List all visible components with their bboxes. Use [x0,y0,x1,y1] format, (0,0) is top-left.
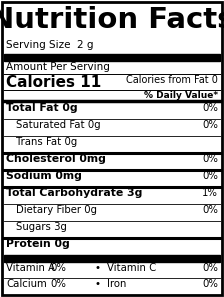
Text: Vitamin C: Vitamin C [107,263,156,273]
Text: 0%: 0% [202,103,218,113]
Text: 1%: 1% [202,188,218,198]
Text: Total Carbohydrate 3g: Total Carbohydrate 3g [6,188,142,198]
Text: Calories 11: Calories 11 [6,75,101,90]
Text: Calories from Fat 0: Calories from Fat 0 [126,75,218,85]
Text: Total Fat 0g: Total Fat 0g [6,103,78,113]
Text: 0%: 0% [202,279,218,289]
Text: Sodium 0mg: Sodium 0mg [6,171,82,181]
Text: Trans Fat 0g: Trans Fat 0g [16,137,77,147]
Text: Dietary Fiber 0g: Dietary Fiber 0g [16,205,97,215]
Text: 0%: 0% [202,171,218,181]
Text: •: • [94,279,100,289]
Text: 0%: 0% [50,263,66,273]
Text: Protein 0g: Protein 0g [6,239,70,249]
Text: % Daily Value*: % Daily Value* [144,91,218,100]
Text: 0%: 0% [202,154,218,164]
Text: 0%: 0% [50,279,66,289]
Text: Cholesterol 0mg: Cholesterol 0mg [6,154,106,164]
Text: Iron: Iron [107,279,126,289]
Text: Amount Per Serving: Amount Per Serving [6,62,110,72]
Bar [4,255,220,262]
Text: •: • [94,263,100,273]
Text: Sugars 3g: Sugars 3g [16,222,67,232]
Text: 0%: 0% [202,205,218,215]
Text: Saturated Fat 0g: Saturated Fat 0g [16,120,101,130]
Text: 0%: 0% [202,263,218,273]
Text: Calcium: Calcium [6,279,47,289]
Text: 0%: 0% [202,120,218,130]
Text: Vitamin A: Vitamin A [6,263,55,273]
Bar [4,54,220,61]
Text: Nutrition Facts: Nutrition Facts [0,6,224,34]
Text: Serving Size  2 g: Serving Size 2 g [6,40,93,50]
